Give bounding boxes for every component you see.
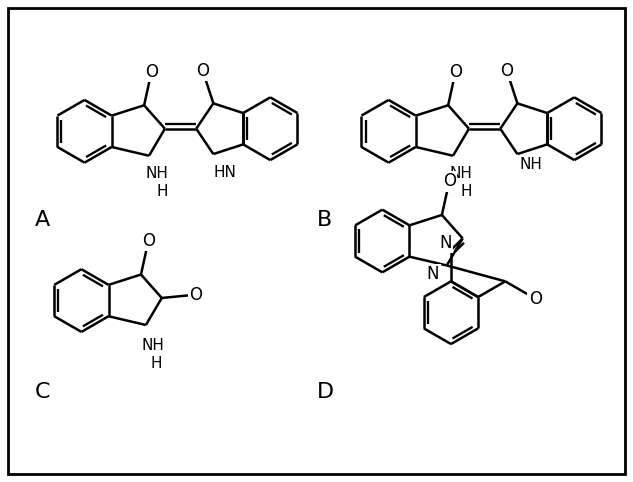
Text: O: O <box>196 62 209 80</box>
Text: NH: NH <box>449 166 472 181</box>
Text: O: O <box>529 290 542 308</box>
Text: D: D <box>316 382 334 402</box>
Text: H: H <box>151 357 162 372</box>
Text: H: H <box>460 184 472 199</box>
Text: O: O <box>142 232 155 250</box>
Text: O: O <box>145 63 158 80</box>
Text: A: A <box>34 210 49 229</box>
Text: N: N <box>439 234 451 252</box>
Text: N: N <box>427 265 439 283</box>
Text: NH: NH <box>146 166 168 181</box>
Text: NH: NH <box>519 157 542 172</box>
Text: HN: HN <box>214 165 237 180</box>
Text: O: O <box>189 286 203 304</box>
Text: B: B <box>316 210 332 229</box>
Text: O: O <box>500 62 513 80</box>
Text: NH: NH <box>142 337 165 353</box>
Text: H: H <box>156 184 168 199</box>
Text: O: O <box>449 63 462 80</box>
Text: O: O <box>443 172 456 190</box>
Text: C: C <box>34 382 50 402</box>
